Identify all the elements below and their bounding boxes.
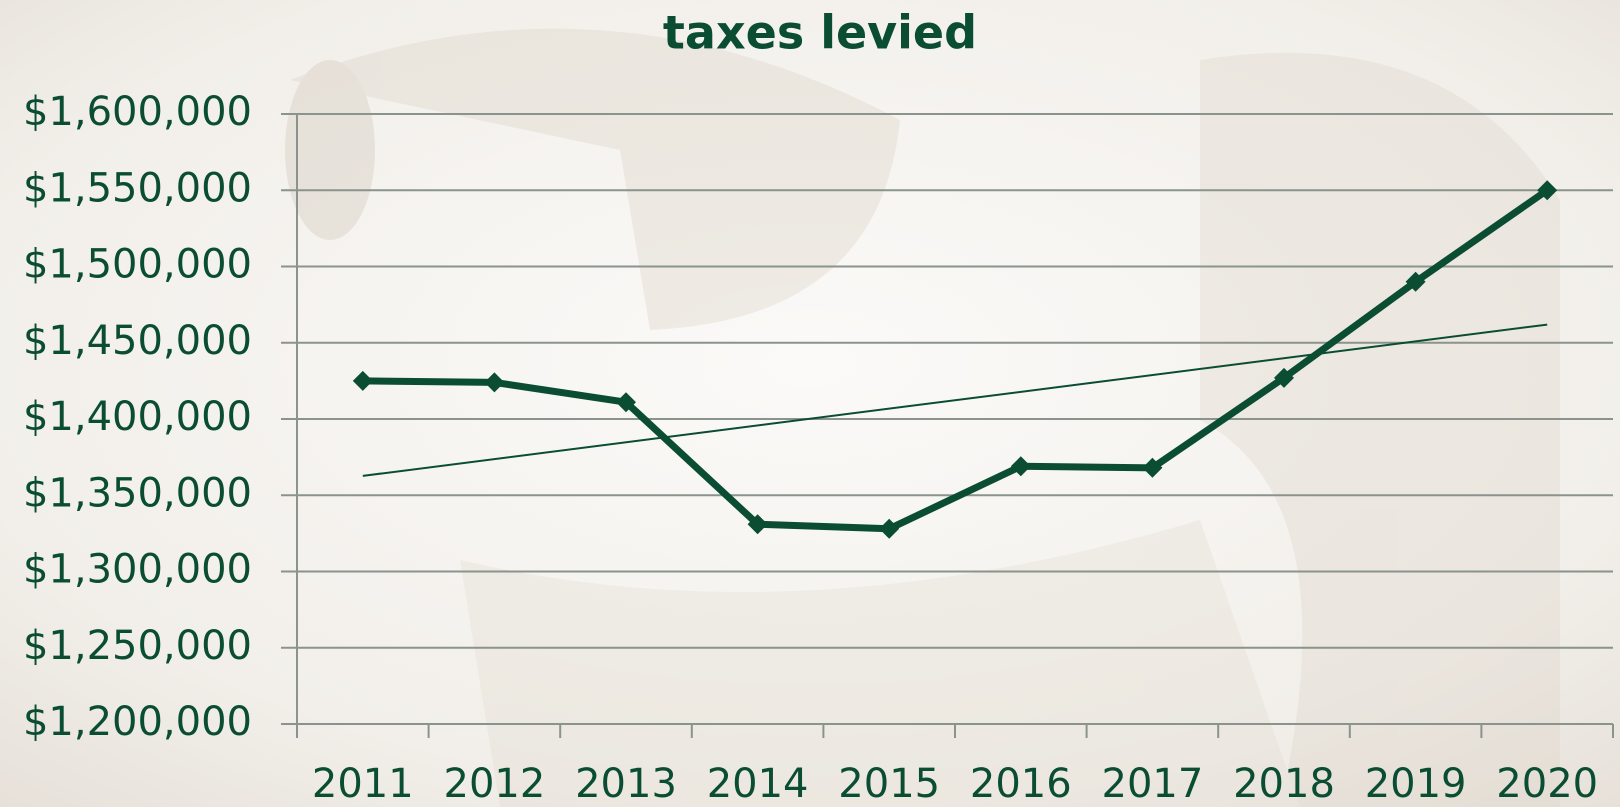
data-marker xyxy=(1142,457,1163,478)
x-tick-label: 2013 xyxy=(575,761,677,807)
chart-title: taxes levied xyxy=(663,6,977,60)
data-marker xyxy=(484,372,505,393)
x-tick-label: 2012 xyxy=(444,761,546,807)
y-tick-label: $1,350,000 xyxy=(23,470,252,516)
x-tick-label: 2017 xyxy=(1102,761,1204,807)
x-tick-label: 2019 xyxy=(1365,761,1467,807)
trendline xyxy=(362,323,1548,477)
y-tick-label: $1,250,000 xyxy=(23,623,252,669)
data-marker xyxy=(352,370,373,391)
y-tick-label: $1,600,000 xyxy=(23,89,252,135)
x-tick-label: 2014 xyxy=(707,761,809,807)
data-marker xyxy=(1010,456,1031,477)
x-tick-label: 2011 xyxy=(312,761,414,807)
y-tick-label: $1,400,000 xyxy=(23,394,252,440)
data-marker xyxy=(1274,367,1294,388)
data-marker xyxy=(879,518,900,539)
data-marker xyxy=(1537,180,1558,201)
y-tick-label: $1,300,000 xyxy=(23,547,252,593)
y-tick-label: $1,450,000 xyxy=(23,318,252,364)
y-tick-label: $1,550,000 xyxy=(23,165,252,211)
data-marker xyxy=(747,514,768,535)
data-line xyxy=(362,187,1550,533)
x-tick-label: 2020 xyxy=(1496,761,1598,807)
x-tick-label: 2018 xyxy=(1233,761,1335,807)
data-marker xyxy=(616,392,636,413)
y-tick-label: $1,200,000 xyxy=(23,699,252,745)
data-marker xyxy=(1405,271,1426,292)
x-tick-label: 2016 xyxy=(970,761,1072,807)
y-tick-label: $1,500,000 xyxy=(23,242,252,288)
x-tick-label: 2015 xyxy=(838,761,940,807)
